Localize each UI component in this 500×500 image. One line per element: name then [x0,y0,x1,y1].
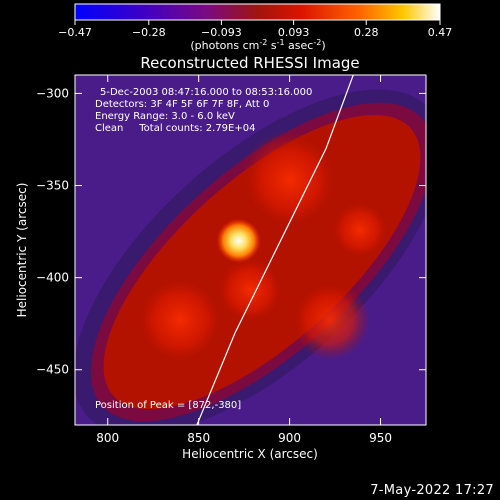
annotation-clean: Clean Total counts: 2.79E+04 [95,123,255,134]
y-tick-label: −350 [36,179,69,193]
blob [215,255,285,325]
colorbar-tick-label: 0.28 [354,26,379,39]
x-tick-label: 950 [369,431,392,445]
colorbar-ticks: −0.47 −0.28 −0.093 0.093 0.28 0.47 [58,20,452,39]
colorbar: −0.47 −0.28 −0.093 0.093 0.28 0.47 (photons c… [58,3,452,52]
x-tick-label: 800 [96,431,119,445]
annotation-energy: Energy Range: 3.0 - 6.0 keV [95,111,235,122]
annotation-block: 5-Dec-2003 08:47:16.000 to 08:53:16.000 … [95,87,312,134]
peak-source [216,218,261,263]
colorbar-tick-label: −0.47 [58,26,92,39]
y-tick-label: −400 [36,271,69,285]
colorbar-tick-label: −0.28 [132,26,166,39]
x-tick-label: 900 [278,431,301,445]
blob [330,200,390,260]
colorbar-units-label: (photons cm-2 s-1 asec-2) [190,38,325,52]
plot-frame [74,74,427,426]
emission-map [75,75,426,425]
y-tick-label: −300 [36,86,69,100]
blob [135,275,225,365]
blob [290,280,370,360]
colorbar-tick-label: 0.47 [428,26,453,39]
blob [240,130,340,230]
colorbar-tick-label: 0.093 [278,26,310,39]
x-axis-label: Heliocentric X (arcsec) [182,447,318,461]
x-tick-label: 850 [187,431,210,445]
image-plot-area: 800 850 900 950 −300 −350 −400 −450 5-Dec-2003 … [36,74,427,445]
colorbar-tick-label: −0.093 [201,26,242,39]
y-axis-label: Heliocentric Y (arcsec) [15,183,29,318]
colorbar-gradient [74,3,441,21]
annotation-detectors: Detectors: 3F 4F 5F 6F 7F 8F, Att 0 [95,99,269,110]
footer-date: 7-May-2022 17:27 [370,483,494,498]
peak-position-label: Position of Peak = [872,-380] [95,400,241,411]
annotation-time-range: 5-Dec-2003 08:47:16.000 to 08:53:16.000 [100,87,312,98]
chart-title: Reconstructed RHESSI Image [140,54,359,72]
solar-limb-line [196,75,354,425]
axis-ticks: 800 850 900 950 −300 −350 −400 −450 [36,75,426,445]
y-tick-label: −450 [36,363,69,377]
